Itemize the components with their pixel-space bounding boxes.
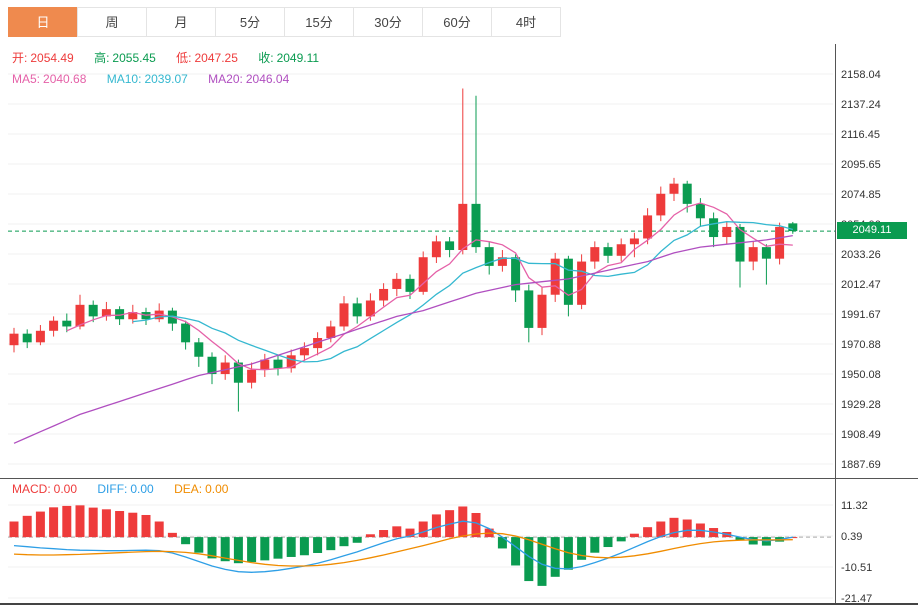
- panel-separator: [0, 478, 918, 479]
- bottom-border: [0, 603, 918, 605]
- svg-text:2158.04: 2158.04: [841, 69, 881, 81]
- low-value: 低: 2047.25: [176, 51, 238, 65]
- svg-text:1908.49: 1908.49: [841, 429, 881, 441]
- tab-60min[interactable]: 60分: [422, 7, 492, 37]
- dea-value: DEA: 0.00: [174, 482, 229, 496]
- ma20-legend: MA20: 2046.04: [208, 72, 290, 86]
- svg-text:2116.45: 2116.45: [841, 129, 880, 141]
- tab-15min[interactable]: 15分: [284, 7, 354, 37]
- svg-text:1950.08: 1950.08: [841, 369, 881, 381]
- svg-text:-21.47: -21.47: [841, 593, 872, 605]
- svg-text:1929.28: 1929.28: [841, 399, 881, 411]
- ma10-legend: MA10: 2039.07: [106, 72, 188, 86]
- svg-text:2074.85: 2074.85: [841, 189, 881, 201]
- macd-legend: MACD: 0.00 DIFF: 0.00 DEA: 0.00: [12, 482, 245, 496]
- svg-text:-10.51: -10.51: [841, 562, 872, 574]
- svg-text:1887.69: 1887.69: [841, 459, 881, 471]
- diff-value: DIFF: 0.00: [97, 482, 154, 496]
- tab-day[interactable]: 日: [8, 7, 78, 37]
- high-value: 高: 2055.45: [94, 51, 156, 65]
- svg-text:2137.24: 2137.24: [841, 99, 881, 111]
- tab-week[interactable]: 周: [77, 7, 147, 37]
- tab-30min[interactable]: 30分: [353, 7, 423, 37]
- svg-text:1970.88: 1970.88: [841, 339, 881, 351]
- tab-4hour[interactable]: 4时: [491, 7, 561, 37]
- tab-5min[interactable]: 5分: [215, 7, 285, 37]
- tab-month[interactable]: 月: [146, 7, 216, 37]
- macd-chart[interactable]: 11.32 0.39 -10.51 -21.47: [0, 478, 918, 606]
- ma5-legend: MA5: 2040.68: [12, 72, 87, 86]
- macd-value: MACD: 0.00: [12, 482, 78, 496]
- svg-text:11.32: 11.32: [841, 500, 868, 512]
- ohlc-legend: 开: 2054.49 高: 2055.45 低: 2047.25 收: 2049.11: [12, 49, 336, 66]
- timeframe-toolbar: 日 周 月 5分 15分 30分 60分 4时: [0, 0, 918, 44]
- close-value: 收: 2049.11: [258, 51, 320, 65]
- open-value: 开: 2054.49: [12, 51, 74, 65]
- last-price-badge: 2049.11: [837, 222, 907, 240]
- svg-text:0.39: 0.39: [841, 531, 862, 543]
- candlestick-chart[interactable]: 2158.042137.242116.452095.652074.852054.…: [0, 44, 918, 478]
- svg-text:2033.26: 2033.26: [841, 249, 881, 261]
- svg-text:2095.65: 2095.65: [841, 159, 881, 171]
- svg-text:1991.67: 1991.67: [841, 309, 881, 321]
- ma-legend: MA5: 2040.68 MA10: 2039.07 MA20: 2046.04: [12, 72, 306, 86]
- price-axis-line: [835, 44, 836, 603]
- svg-text:2012.47: 2012.47: [841, 279, 881, 291]
